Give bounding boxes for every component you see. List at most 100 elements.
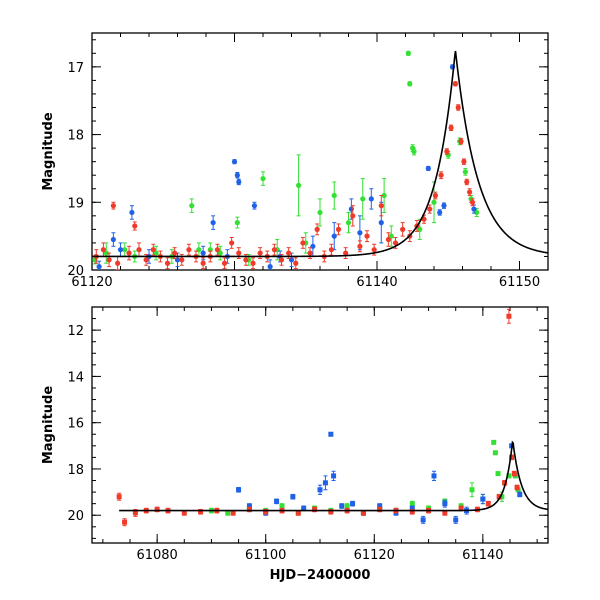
data-point-green xyxy=(360,196,366,202)
data-point-blue xyxy=(357,230,363,236)
x-tick-label: 61080 xyxy=(136,548,177,563)
model-light-curve xyxy=(119,440,548,512)
data-point-blue xyxy=(378,220,384,226)
x-tick-label: 61140 xyxy=(462,548,503,563)
data-point-green xyxy=(411,148,417,155)
data-point-blue xyxy=(442,501,448,507)
data-point-red xyxy=(469,199,476,205)
data-point-red xyxy=(328,509,334,515)
data-point-red xyxy=(312,506,318,512)
data-point-red xyxy=(181,510,187,516)
data-point-red xyxy=(278,257,285,263)
data-point-blue xyxy=(331,233,337,239)
data-point-red xyxy=(136,247,142,253)
data-point-red xyxy=(116,494,122,500)
data-point-green xyxy=(431,199,437,205)
data-point-red xyxy=(300,240,306,246)
data-point-red xyxy=(496,494,502,500)
data-point-red xyxy=(432,192,439,199)
data-point-green xyxy=(317,209,323,216)
y-tick-label: 14 xyxy=(67,370,84,385)
data-point-red xyxy=(364,233,370,239)
y-tick-label: 17 xyxy=(67,61,84,76)
data-point-red xyxy=(444,148,450,155)
y-tick-label: 20 xyxy=(67,509,84,524)
data-point-red xyxy=(263,509,269,515)
data-point-red xyxy=(230,510,236,516)
data-point-red xyxy=(100,247,106,253)
plot-frame xyxy=(91,32,549,271)
data-point-blue xyxy=(328,431,334,437)
y-tick-label: 12 xyxy=(67,324,84,339)
data-point-red xyxy=(502,480,508,486)
data-point-blue xyxy=(350,501,356,507)
x-tick-label: 61130 xyxy=(214,275,255,290)
data-point-green xyxy=(491,439,497,445)
data-point-blue xyxy=(425,165,431,172)
y-tick-label: 18 xyxy=(67,463,84,478)
data-point-green xyxy=(225,510,231,516)
data-point-red xyxy=(106,257,112,263)
data-point-blue xyxy=(267,264,273,270)
x-tick-label: 61120 xyxy=(71,275,112,290)
data-point-green xyxy=(495,471,501,477)
data-point-blue xyxy=(471,206,477,212)
data-point-red xyxy=(335,226,342,232)
data-point-red xyxy=(172,250,178,256)
data-point-red xyxy=(214,247,220,253)
data-point-red xyxy=(458,138,464,144)
data-point-green xyxy=(279,503,285,509)
data-point-blue xyxy=(453,517,459,523)
data-point-red xyxy=(409,509,415,515)
data-point-red xyxy=(438,172,444,178)
x-tick-label: 61100 xyxy=(245,548,286,563)
model-light-curve xyxy=(92,50,548,258)
series-red xyxy=(116,308,520,527)
data-point-red xyxy=(464,179,470,185)
data-point-red xyxy=(257,250,263,256)
data-point-green xyxy=(331,192,337,199)
data-point-blue xyxy=(129,209,135,216)
data-point-green xyxy=(189,203,195,209)
data-point-green xyxy=(462,169,468,175)
series-red xyxy=(93,81,476,270)
y-tick-label: 19 xyxy=(67,196,84,211)
series-green xyxy=(92,50,480,266)
y-axis-label: Magnitude xyxy=(41,112,56,191)
data-point-red xyxy=(295,510,301,516)
data-point-red xyxy=(164,260,171,266)
data-point-red xyxy=(229,240,235,246)
data-point-red xyxy=(509,454,515,460)
data-point-red xyxy=(115,260,121,266)
data-point-blue xyxy=(96,264,102,270)
data-point-red xyxy=(461,159,467,165)
data-point-red xyxy=(442,510,448,516)
data-point-red xyxy=(221,260,228,266)
data-point-red xyxy=(271,247,277,253)
data-point-blue xyxy=(110,236,116,243)
data-point-blue xyxy=(210,220,216,226)
data-point-red xyxy=(448,125,454,131)
data-point-blue xyxy=(274,498,280,504)
data-point-red xyxy=(314,226,320,232)
data-point-blue xyxy=(339,503,345,509)
top-panel: 61120 61130 61140 61150 17 18 19 20 Magnitude xyxy=(41,32,549,290)
data-point-red xyxy=(357,243,363,249)
data-layer xyxy=(116,308,548,527)
data-point-red xyxy=(371,247,377,253)
data-point-red xyxy=(250,260,256,266)
data-point-red xyxy=(286,250,292,256)
data-point-red xyxy=(186,247,192,253)
data-point-red xyxy=(132,223,138,229)
data-point-red xyxy=(377,506,383,512)
data-point-green xyxy=(122,247,128,253)
data-point-red xyxy=(132,510,138,516)
data-point-blue xyxy=(322,480,328,486)
data-point-red xyxy=(427,206,433,212)
data-point-red xyxy=(360,510,366,516)
data-point-red xyxy=(110,203,116,209)
x-tick-label: 61120 xyxy=(354,548,395,563)
data-point-green xyxy=(296,182,302,188)
data-point-red xyxy=(246,506,252,512)
